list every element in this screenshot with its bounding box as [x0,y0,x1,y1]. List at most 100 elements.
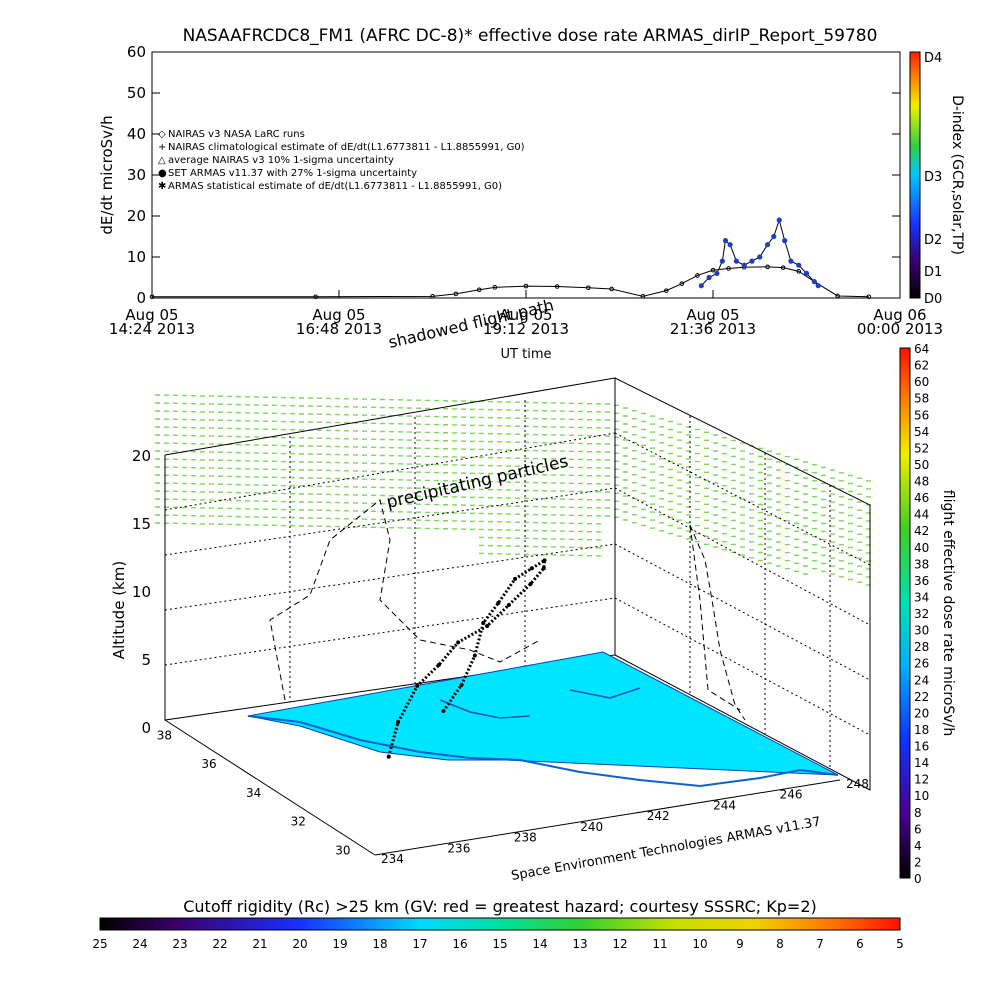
precipitating-particles-cloud [155,394,871,586]
x-tick-label: 21:36 2013 [670,320,756,338]
x-tick-label: Aug 06 [873,306,926,324]
altitude-axis-ticks: 0 5 10 15 20 [132,447,151,737]
x-tick-label: Aug 05 [312,306,365,324]
armas-point [706,274,712,281]
grid-line [614,597,871,736]
nairas-point [554,284,560,289]
x-tick-label: Aug 05 [686,306,739,324]
dose-rate-tick: 34 [914,590,929,604]
track-point [459,682,464,687]
x-tick-label: Aug 05 [499,306,552,324]
armas-point [788,258,794,264]
legend-label: average NAIRAS v3 10% 1-sigma uncertaint… [168,155,394,166]
dose-rate-tick: 38 [914,557,929,571]
grid-line [614,487,871,626]
altitude-tick-label: 0 [141,719,151,737]
altitude-tick-label: 15 [132,515,151,533]
dose-rate-tick: 0 [914,872,922,886]
x-tick-label: 19:12 2013 [483,320,569,338]
latitude-tick-label: 32 [291,815,306,829]
grid-line [164,543,616,611]
dose-rate-label: flight effective dose rate microSv/h [940,490,956,736]
armas-point [796,262,802,268]
dose-rate-tick: 52 [914,441,929,455]
x-tick-label: 16:48 2013 [296,320,382,338]
legend: ◇ NAIRAS v3 NASA LaRC runs+ NAIRAS climato… [158,129,525,192]
nairas-point [430,294,435,299]
longitude-tick-label: 234 [381,852,404,866]
rigidity-tick: 25 [92,937,107,951]
longitude-tick-label: 248 [846,777,869,791]
d-index-label: D-index (GCR,solar,TP) [949,95,965,255]
nairas-point [695,273,700,278]
legend-symbol: ◇ [158,129,166,140]
d-index-tick: D4 [924,51,942,66]
rigidity-colorbar [99,917,901,931]
latitude-tick-label: 30 [335,843,350,857]
rigidity-tick: 18 [372,937,387,951]
dose-rate-tick: 56 [914,408,929,422]
longitude-ticks: 234 236 238 240 242 244 246 248 [381,777,869,866]
legend-label: NAIRAS climatological estimate of dE/dt(… [168,142,525,153]
track-point [472,653,477,658]
shadowed-flight-path [269,499,746,721]
longitude-tick-label: 242 [647,809,670,823]
grid-line [164,487,616,556]
longitude-tick-label: 238 [514,831,537,845]
latitude-ticks: 30 32 34 36 38 [157,729,351,858]
armas-point [776,217,782,223]
y-tick-label: 60 [127,43,146,61]
dose-rate-tick: 42 [914,524,929,538]
cutoff-rigidity-colorbar-panel: Cutoff rigidity (Rc) >25 km (GV: red = g… [92,897,903,951]
dose-rate-tick: 10 [914,789,929,803]
nairas-point [149,294,155,300]
armas-point [741,262,747,268]
armas-point [764,242,771,248]
armas-line [700,218,819,287]
nairas-point [726,266,731,271]
dose-rate-tick: 14 [914,756,929,770]
rigidity-tick: 15 [492,937,507,951]
legend-symbol: ✱ [158,181,166,192]
armas-point [771,233,777,240]
dose-rate-tick: 6 [914,822,922,836]
rigidity-tick: 20 [292,937,307,951]
longitude-tick-label: 236 [447,841,470,855]
dose-rate-tick: 62 [914,359,929,373]
x-tick-label: Aug 05 [125,306,178,324]
credit-text: Space Environment Technologies ARMAS v11… [510,815,822,884]
grid-line [164,432,616,511]
armas-point [815,283,821,289]
legend-label: ARMAS statistical estimate of dE/dt(L1.6… [168,181,502,192]
nairas-point [866,294,872,300]
rigidity-tick: 13 [572,937,587,951]
track-point [496,601,501,606]
track-point [481,620,486,625]
particle-marks [155,394,871,586]
rigidity-title: Cutoff rigidity (Rc) >25 km (GV: red = g… [183,897,817,916]
rigidity-tick: 6 [856,937,864,951]
armas-point [803,270,810,276]
dose-rate-tick: 8 [914,806,922,820]
dose-rate-tick: 2 [914,855,922,869]
dose-rate-tick: 30 [914,624,929,638]
track-point [415,683,420,688]
track-point [541,566,546,571]
lat-axis [164,719,376,856]
latitude-tick-label: 38 [157,729,172,743]
rigidity-tick: 22 [212,937,227,951]
armas-point [714,270,720,276]
rigidity-tick: 14 [532,937,547,951]
right-wall-frame [614,377,871,791]
nairas-point [710,267,716,273]
d-index-tick: D1 [924,265,942,280]
longitude-tick-label: 244 [713,798,736,812]
legend-label: SET ARMAS v11.37 with 27% 1-sigma uncert… [168,168,417,179]
rigidity-tick: 23 [172,937,187,951]
altitude-tick-label: 10 [132,583,151,601]
dose-rate-tick: 16 [914,740,929,754]
flight-track [386,557,547,759]
dose-rate-tick: 60 [914,375,929,389]
